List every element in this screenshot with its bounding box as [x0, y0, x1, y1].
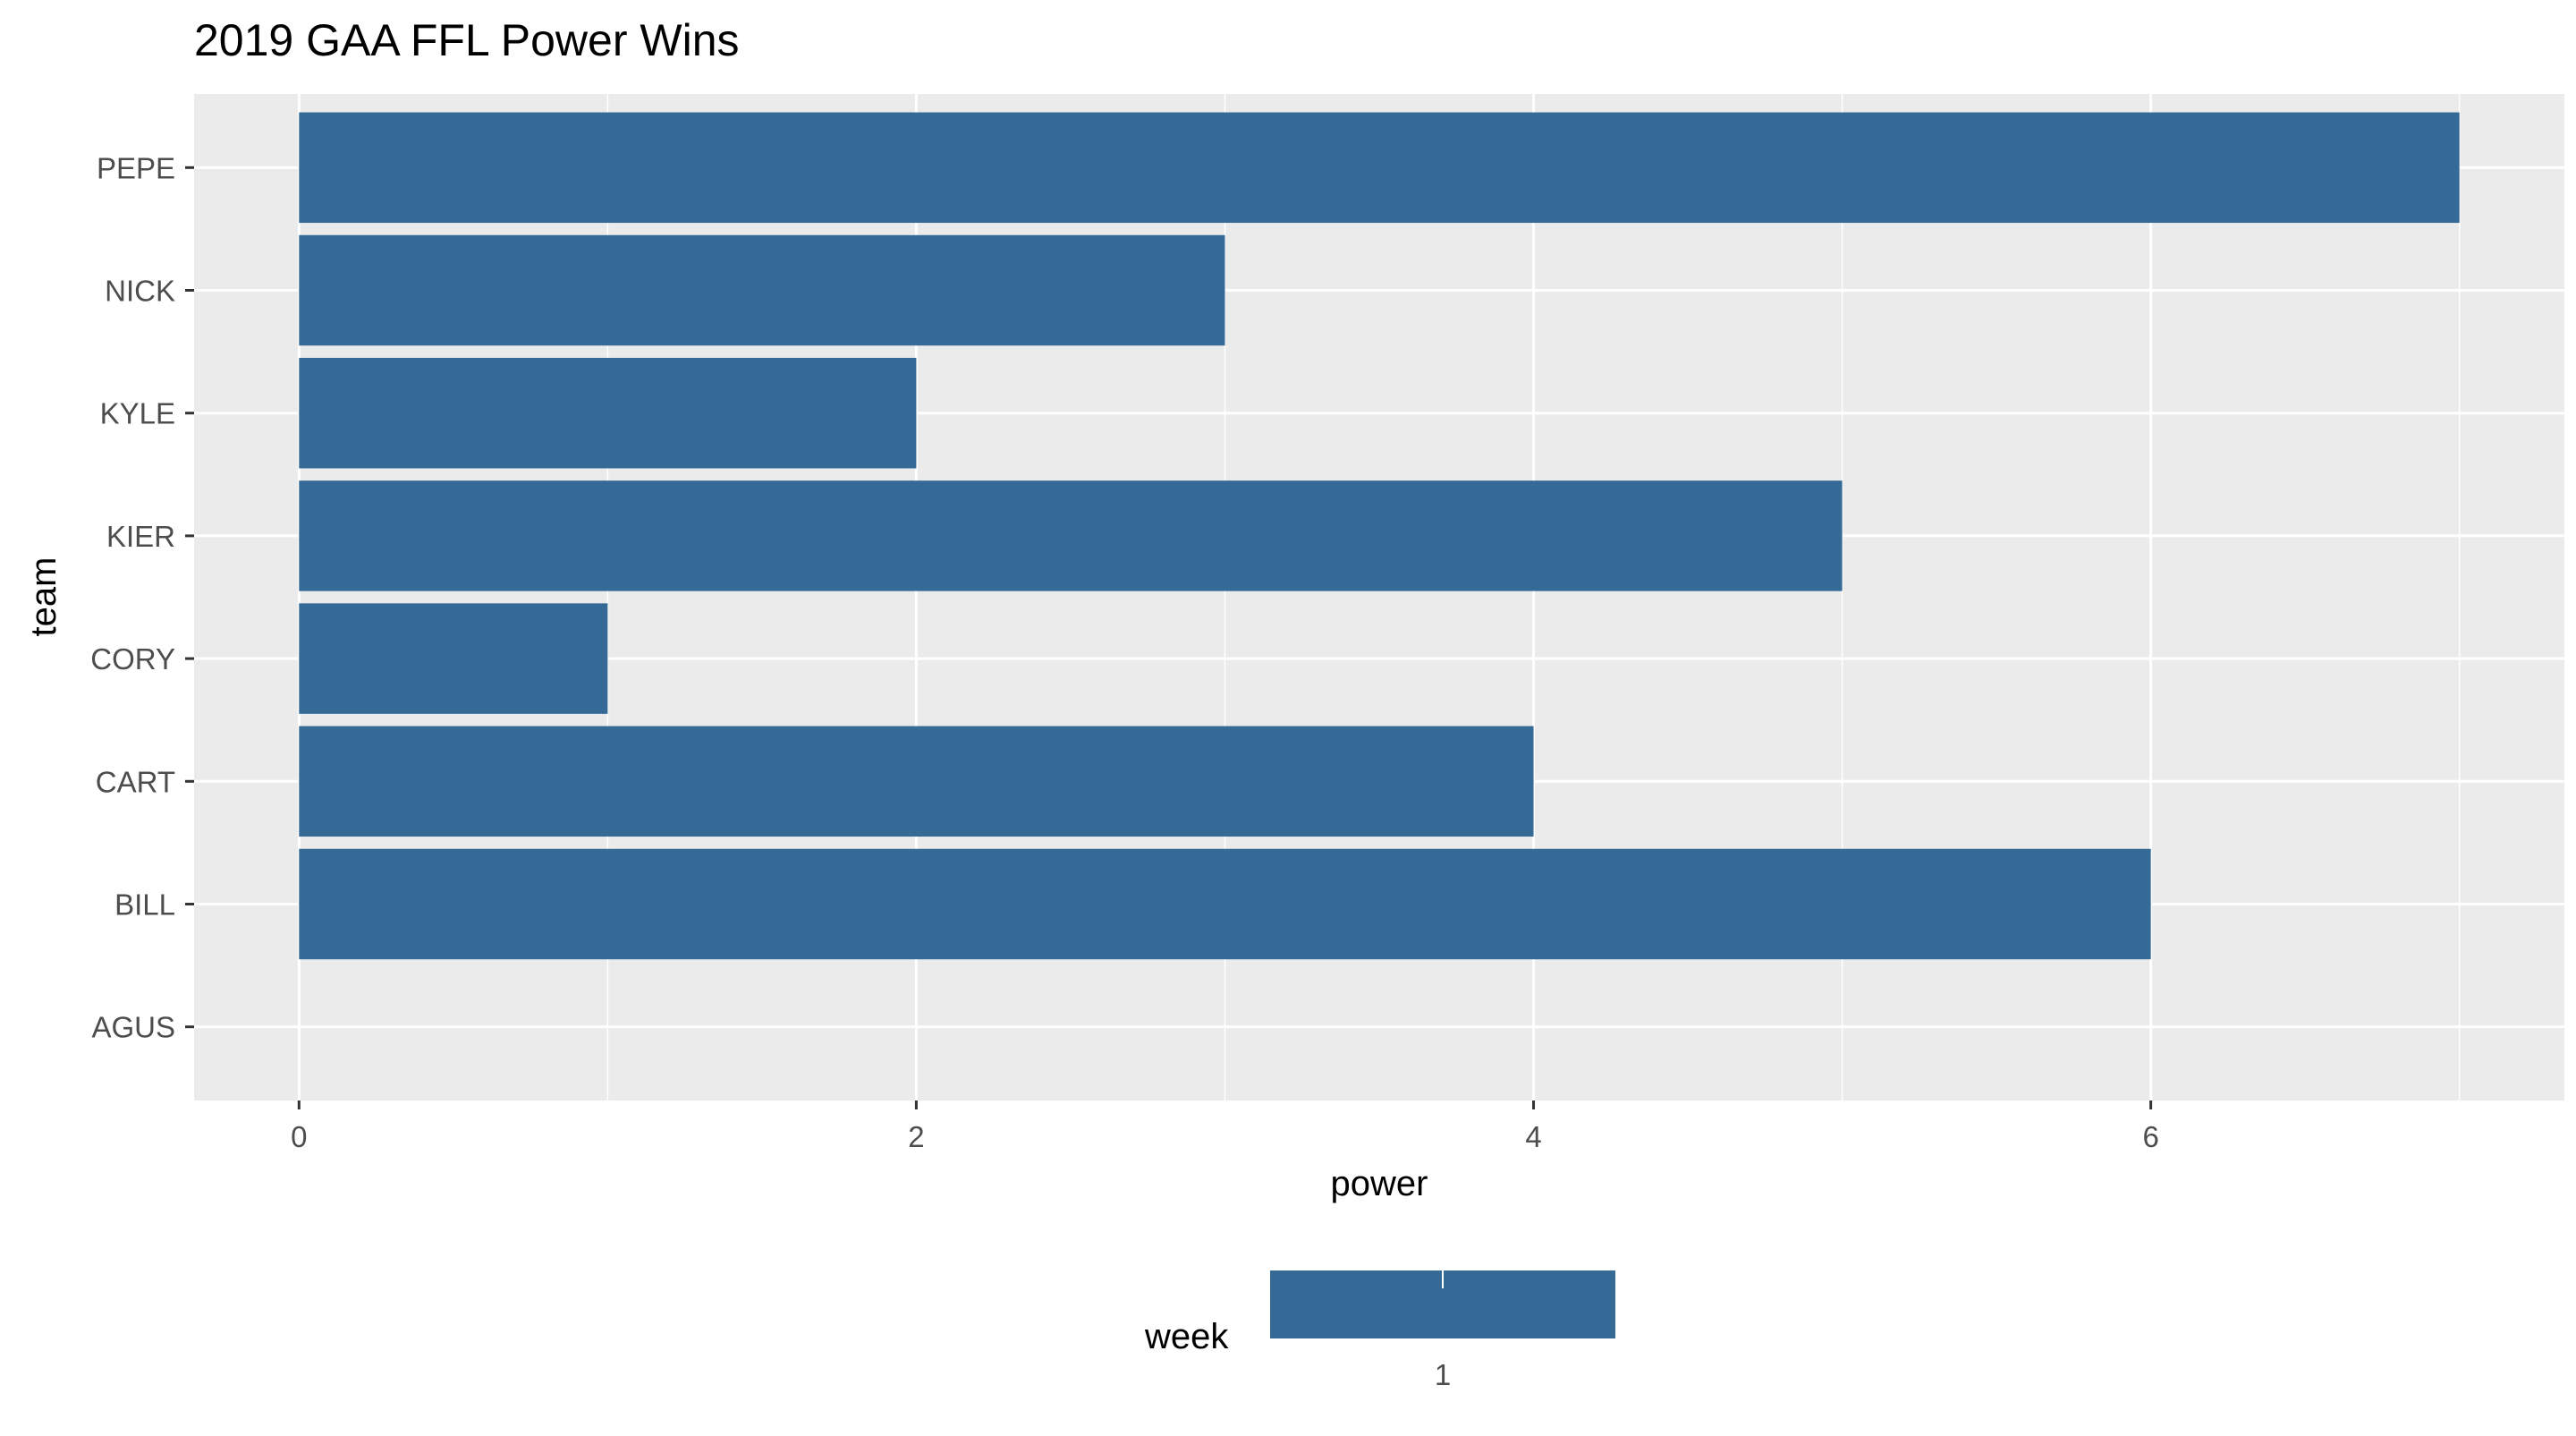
chart-title: 2019 GAA FFL Power Wins — [194, 15, 740, 65]
bar-bill — [299, 848, 2151, 960]
x-tick-label: 2 — [908, 1120, 924, 1153]
bar-cory — [299, 603, 608, 714]
y-tick-label-kier: KIER — [106, 520, 175, 553]
bar-pepe — [299, 112, 2460, 224]
x-axis: 0 2 4 6 — [291, 1100, 2159, 1153]
x-tick-label: 4 — [1525, 1120, 1541, 1153]
y-tick-label-cory: CORY — [90, 642, 175, 676]
y-tick-label-cart: CART — [96, 765, 175, 798]
x-tick-label: 6 — [2142, 1120, 2158, 1153]
y-tick-label-nick: NICK — [105, 275, 175, 308]
legend-title: week — [1144, 1317, 1229, 1356]
bars — [299, 112, 2460, 960]
y-tick-label-kyle: KYLE — [100, 397, 175, 430]
x-axis-title: power — [1331, 1164, 1428, 1203]
x-tick-label: 0 — [291, 1120, 307, 1153]
y-tick-label-agus: AGUS — [91, 1011, 175, 1044]
bar-kier — [299, 480, 1843, 591]
legend: week 1 — [1144, 1270, 1615, 1391]
bar-nick — [299, 234, 1225, 346]
y-axis: AGUS BILL CART CORY KIER KYLE NICK PEPE — [90, 151, 194, 1044]
y-axis-title: team — [24, 557, 64, 637]
y-tick-label-pepe: PEPE — [97, 151, 175, 184]
bar-cart — [299, 726, 1534, 837]
legend-label-1: 1 — [1435, 1358, 1451, 1391]
y-tick-label-bill: BILL — [114, 888, 175, 921]
bar-kyle — [299, 357, 917, 469]
